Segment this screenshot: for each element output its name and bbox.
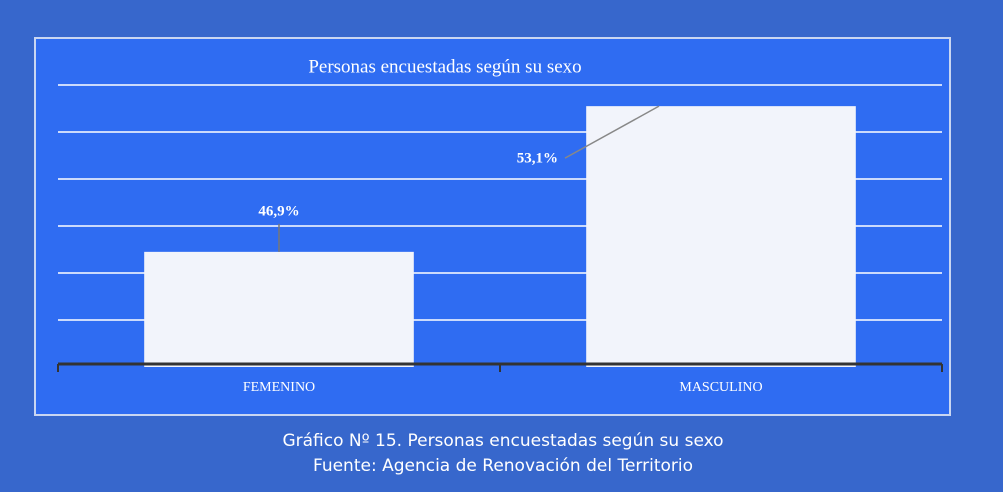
- bar: [586, 106, 856, 368]
- data-label: 53,1%: [517, 151, 558, 167]
- source: Fuente: Agencia de Renovación del Territ…: [313, 456, 693, 476]
- x-tick-label: FEMENINO: [243, 380, 315, 395]
- leader-line: [564, 105, 660, 159]
- chart-title: Personas encuestadas según su sexo: [308, 56, 581, 77]
- caption: Gráfico Nº 15. Personas encuestadas segú…: [282, 431, 723, 451]
- data-label: 46,9%: [258, 203, 299, 219]
- x-tick-label: MASCULINO: [679, 380, 762, 395]
- bar: [144, 251, 414, 367]
